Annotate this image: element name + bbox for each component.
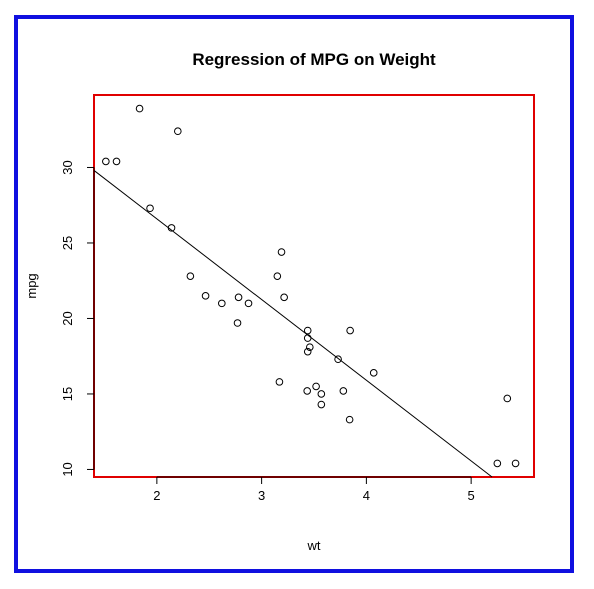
- data-point: [303, 347, 312, 356]
- chart-title: Regression of MPG on Weight: [192, 50, 436, 69]
- data-point: [345, 415, 354, 424]
- y-axis-label: mpg: [24, 273, 39, 298]
- y-tick-label: 15: [60, 387, 75, 401]
- data-point: [334, 355, 342, 364]
- data-point: [503, 394, 512, 403]
- data-point: [317, 390, 326, 398]
- data-point: [312, 382, 320, 391]
- data-point: [511, 459, 520, 468]
- y-tick-label: 25: [60, 236, 75, 250]
- data-point: [234, 293, 243, 302]
- data-point: [303, 326, 312, 335]
- data-point: [303, 334, 312, 342]
- chart-frame: [14, 15, 574, 573]
- data-point: [339, 387, 348, 395]
- y-axis: 10 15 20 25 30: [60, 160, 95, 477]
- data-point: [493, 459, 502, 468]
- scatter-series: [102, 104, 520, 468]
- data-point: [233, 319, 242, 327]
- x-tick-label: 5: [468, 488, 475, 503]
- x-tick-label: 3: [258, 488, 265, 503]
- x-tick-label: 4: [363, 488, 370, 503]
- data-point: [346, 326, 354, 335]
- data-point: [280, 293, 288, 302]
- data-point: [303, 387, 311, 395]
- regression-line: [93, 170, 493, 478]
- y-tick-label: 30: [60, 160, 75, 174]
- data-point: [273, 272, 282, 280]
- data-point: [317, 400, 326, 409]
- data-point: [277, 248, 286, 256]
- data-point: [135, 104, 144, 113]
- data-point: [218, 299, 226, 308]
- regression-line-group: [93, 170, 493, 478]
- data-point: [112, 157, 121, 166]
- data-point: [306, 343, 314, 351]
- data-point: [275, 378, 284, 386]
- y-tick-label: 10: [60, 462, 75, 476]
- x-axis: 2 3 4 5: [153, 476, 475, 503]
- data-point: [102, 157, 110, 166]
- data-point: [201, 292, 210, 300]
- data-point: [146, 204, 154, 213]
- data-point: [369, 369, 378, 377]
- data-point: [174, 127, 182, 136]
- plot-area-border: [93, 94, 535, 478]
- x-axis-label: wt: [307, 538, 321, 553]
- x-tick-label: 2: [153, 488, 160, 503]
- data-point: [186, 272, 195, 280]
- y-tick-label: 20: [60, 311, 75, 325]
- data-point: [244, 299, 253, 308]
